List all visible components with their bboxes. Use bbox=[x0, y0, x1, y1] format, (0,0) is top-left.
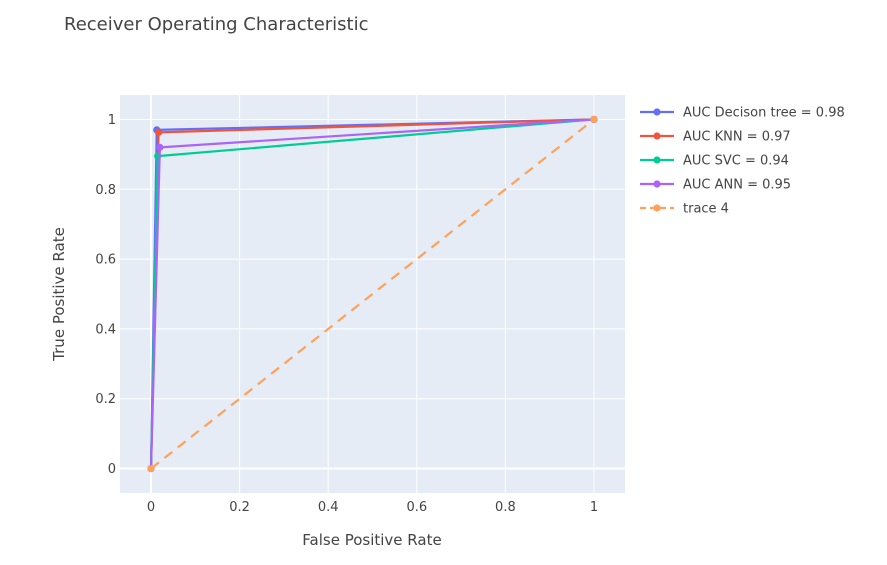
y-tick-label: 0.6 bbox=[95, 253, 116, 268]
x-tick-label: 0 bbox=[147, 500, 155, 515]
axis-ticks: 0 0.2 0.4 0.6 0.8 1 0 0.2 0.4 0.6 0.8 1 bbox=[95, 113, 598, 515]
data-point bbox=[154, 128, 163, 136]
legend-item[interactable]: AUC Decison tree = 0.98 bbox=[640, 106, 845, 121]
y-tick-label: 0.2 bbox=[95, 392, 116, 407]
y-tick-label: 0.8 bbox=[95, 183, 116, 198]
x-axis-title: False Positive Rate bbox=[302, 531, 441, 549]
data-point bbox=[590, 115, 598, 124]
y-axis-title: True Positive Rate bbox=[50, 227, 68, 362]
legend-swatch-marker bbox=[653, 180, 661, 188]
x-tick-label: 0.4 bbox=[318, 500, 339, 515]
x-tick-label: 0.6 bbox=[406, 500, 427, 515]
series-lines bbox=[147, 115, 598, 473]
x-tick-label: 0.8 bbox=[495, 500, 516, 515]
series-line bbox=[150, 118, 595, 470]
legend-item[interactable]: AUC ANN = 0.95 bbox=[640, 178, 791, 193]
legend-item[interactable]: AUC SVC = 0.94 bbox=[640, 154, 789, 169]
x-tick-label: 1 bbox=[590, 500, 598, 515]
chart-title: Receiver Operating Characteristic bbox=[64, 14, 369, 35]
data-point bbox=[147, 464, 155, 473]
series-5 bbox=[147, 115, 598, 473]
legend-label: trace 4 bbox=[683, 202, 729, 217]
y-tick-label: 0 bbox=[108, 462, 116, 477]
legend-label: AUC ANN = 0.95 bbox=[683, 178, 791, 193]
legend-item[interactable]: AUC KNN = 0.97 bbox=[640, 130, 791, 145]
legend[interactable]: AUC Decison tree = 0.98 AUC KNN = 0.97 AUC… bbox=[640, 106, 845, 217]
grid-lines bbox=[120, 95, 625, 493]
legend-item[interactable]: trace 4 bbox=[640, 202, 729, 217]
legend-swatch-marker bbox=[653, 204, 661, 212]
y-tick-label: 0.4 bbox=[95, 322, 116, 337]
x-tick-label: 0.2 bbox=[229, 500, 250, 515]
legend-swatch-marker bbox=[653, 156, 661, 164]
y-tick-label: 1 bbox=[108, 113, 116, 128]
legend-swatch-marker bbox=[653, 132, 661, 140]
data-point bbox=[156, 143, 164, 151]
legend-label: AUC SVC = 0.94 bbox=[683, 154, 789, 169]
legend-swatch-marker bbox=[653, 108, 661, 116]
legend-label: AUC KNN = 0.97 bbox=[683, 130, 791, 145]
legend-label: AUC Decison tree = 0.98 bbox=[683, 106, 845, 121]
